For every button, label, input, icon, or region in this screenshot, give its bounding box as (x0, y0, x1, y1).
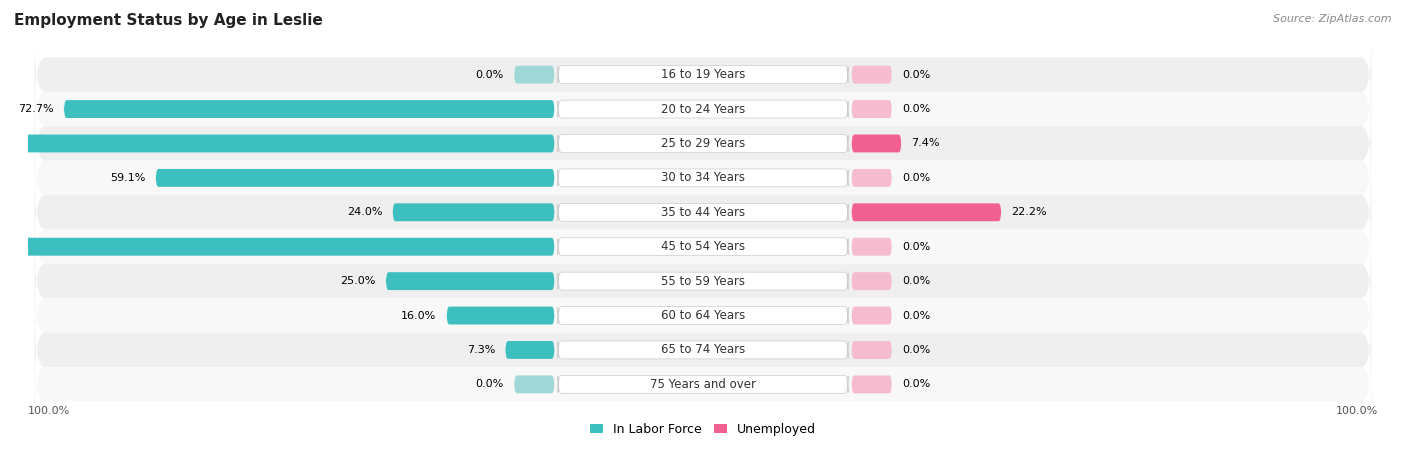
Text: 20 to 24 Years: 20 to 24 Years (661, 103, 745, 116)
Text: 0.0%: 0.0% (903, 104, 931, 114)
Text: 16 to 19 Years: 16 to 19 Years (661, 68, 745, 81)
Text: 0.0%: 0.0% (475, 70, 503, 80)
FancyBboxPatch shape (505, 341, 554, 359)
Text: 0.0%: 0.0% (903, 242, 931, 252)
Text: 75 Years and over: 75 Years and over (650, 378, 756, 391)
Text: 16.0%: 16.0% (401, 310, 436, 320)
Text: 55 to 59 Years: 55 to 59 Years (661, 274, 745, 288)
Text: 7.4%: 7.4% (911, 139, 941, 148)
FancyBboxPatch shape (35, 247, 1371, 315)
FancyBboxPatch shape (852, 66, 891, 84)
FancyBboxPatch shape (156, 169, 554, 187)
FancyBboxPatch shape (852, 238, 891, 256)
Text: 0.0%: 0.0% (903, 345, 931, 355)
FancyBboxPatch shape (558, 238, 848, 256)
Legend: In Labor Force, Unemployed: In Labor Force, Unemployed (585, 418, 821, 441)
Text: 72.7%: 72.7% (18, 104, 53, 114)
Text: 25 to 29 Years: 25 to 29 Years (661, 137, 745, 150)
Text: 24.0%: 24.0% (347, 207, 382, 217)
FancyBboxPatch shape (35, 178, 1371, 247)
FancyBboxPatch shape (558, 203, 848, 221)
FancyBboxPatch shape (558, 135, 848, 153)
FancyBboxPatch shape (35, 281, 1371, 350)
FancyBboxPatch shape (515, 66, 554, 84)
Text: 0.0%: 0.0% (903, 70, 931, 80)
Text: 25.0%: 25.0% (340, 276, 375, 286)
Text: 7.3%: 7.3% (467, 345, 495, 355)
FancyBboxPatch shape (558, 306, 848, 324)
FancyBboxPatch shape (852, 169, 891, 187)
Text: 60 to 64 Years: 60 to 64 Years (661, 309, 745, 322)
FancyBboxPatch shape (558, 375, 848, 393)
Text: Employment Status by Age in Leslie: Employment Status by Age in Leslie (14, 14, 323, 28)
FancyBboxPatch shape (558, 66, 848, 84)
FancyBboxPatch shape (35, 109, 1371, 178)
FancyBboxPatch shape (35, 40, 1371, 109)
FancyBboxPatch shape (385, 272, 554, 290)
FancyBboxPatch shape (852, 272, 891, 290)
FancyBboxPatch shape (558, 341, 848, 359)
FancyBboxPatch shape (35, 75, 1371, 144)
Text: 0.0%: 0.0% (903, 276, 931, 286)
FancyBboxPatch shape (852, 100, 891, 118)
Text: 100.0%: 100.0% (1336, 406, 1378, 416)
Text: 0.0%: 0.0% (903, 310, 931, 320)
Text: 35 to 44 Years: 35 to 44 Years (661, 206, 745, 219)
FancyBboxPatch shape (0, 135, 554, 153)
FancyBboxPatch shape (515, 375, 554, 393)
FancyBboxPatch shape (852, 375, 891, 393)
Text: 59.1%: 59.1% (110, 173, 146, 183)
FancyBboxPatch shape (852, 203, 1001, 221)
FancyBboxPatch shape (392, 203, 554, 221)
FancyBboxPatch shape (558, 169, 848, 187)
Text: 30 to 34 Years: 30 to 34 Years (661, 171, 745, 184)
FancyBboxPatch shape (852, 341, 891, 359)
FancyBboxPatch shape (35, 315, 1371, 384)
Text: 65 to 74 Years: 65 to 74 Years (661, 343, 745, 356)
Text: 22.2%: 22.2% (1011, 207, 1047, 217)
Text: 0.0%: 0.0% (903, 173, 931, 183)
FancyBboxPatch shape (35, 212, 1371, 281)
FancyBboxPatch shape (852, 306, 891, 324)
FancyBboxPatch shape (558, 272, 848, 290)
FancyBboxPatch shape (447, 306, 554, 324)
Text: Source: ZipAtlas.com: Source: ZipAtlas.com (1274, 14, 1392, 23)
Text: 0.0%: 0.0% (903, 379, 931, 389)
FancyBboxPatch shape (35, 350, 1371, 419)
FancyBboxPatch shape (0, 238, 554, 256)
Text: 45 to 54 Years: 45 to 54 Years (661, 240, 745, 253)
FancyBboxPatch shape (35, 144, 1371, 212)
Text: 0.0%: 0.0% (475, 379, 503, 389)
FancyBboxPatch shape (558, 100, 848, 118)
Text: 100.0%: 100.0% (28, 406, 70, 416)
FancyBboxPatch shape (852, 135, 901, 153)
FancyBboxPatch shape (63, 100, 554, 118)
